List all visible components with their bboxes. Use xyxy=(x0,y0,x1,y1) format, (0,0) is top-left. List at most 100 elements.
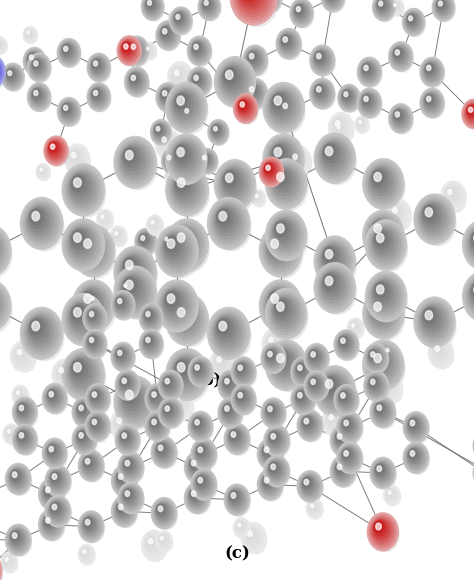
Circle shape xyxy=(81,513,101,539)
Circle shape xyxy=(114,469,133,492)
Circle shape xyxy=(268,140,298,177)
Circle shape xyxy=(121,432,128,441)
Circle shape xyxy=(166,154,174,164)
Circle shape xyxy=(186,454,208,480)
Circle shape xyxy=(465,103,474,124)
Circle shape xyxy=(42,383,67,414)
Circle shape xyxy=(169,12,181,27)
Circle shape xyxy=(349,321,364,339)
Circle shape xyxy=(173,10,193,35)
Circle shape xyxy=(343,419,350,428)
Circle shape xyxy=(301,474,323,503)
Circle shape xyxy=(117,502,128,517)
Circle shape xyxy=(157,22,179,49)
Circle shape xyxy=(470,280,474,308)
Circle shape xyxy=(264,402,286,429)
Circle shape xyxy=(467,226,474,263)
Circle shape xyxy=(291,151,304,168)
Circle shape xyxy=(386,349,389,352)
Circle shape xyxy=(421,202,444,231)
Circle shape xyxy=(175,398,180,404)
Circle shape xyxy=(72,305,84,321)
Circle shape xyxy=(87,53,110,82)
Circle shape xyxy=(3,424,19,444)
Circle shape xyxy=(371,220,390,244)
Circle shape xyxy=(160,26,173,42)
Circle shape xyxy=(190,414,210,438)
Circle shape xyxy=(381,377,397,397)
Circle shape xyxy=(308,501,323,519)
Circle shape xyxy=(323,274,336,289)
Circle shape xyxy=(191,415,213,443)
Circle shape xyxy=(365,345,387,372)
Circle shape xyxy=(117,372,137,397)
Circle shape xyxy=(337,388,355,410)
Circle shape xyxy=(168,62,192,92)
Circle shape xyxy=(369,224,402,266)
Circle shape xyxy=(191,360,213,387)
Circle shape xyxy=(58,366,65,375)
Circle shape xyxy=(351,322,357,330)
Circle shape xyxy=(143,334,158,353)
Circle shape xyxy=(159,24,176,46)
Circle shape xyxy=(270,216,301,253)
Circle shape xyxy=(323,144,336,160)
Circle shape xyxy=(174,12,185,26)
Circle shape xyxy=(192,74,202,85)
Circle shape xyxy=(29,85,48,108)
Circle shape xyxy=(4,426,18,442)
Circle shape xyxy=(162,287,190,321)
Circle shape xyxy=(224,404,231,414)
Circle shape xyxy=(4,556,13,567)
Circle shape xyxy=(29,318,46,339)
Circle shape xyxy=(243,78,268,109)
Circle shape xyxy=(319,269,356,314)
Circle shape xyxy=(175,305,188,321)
Circle shape xyxy=(145,45,153,55)
Circle shape xyxy=(447,188,454,197)
Circle shape xyxy=(218,370,243,400)
Circle shape xyxy=(0,233,2,266)
Circle shape xyxy=(142,0,163,19)
Circle shape xyxy=(358,59,380,85)
Circle shape xyxy=(90,417,102,431)
Circle shape xyxy=(142,333,164,359)
Circle shape xyxy=(187,486,206,509)
Circle shape xyxy=(322,246,342,270)
Circle shape xyxy=(119,383,157,429)
Circle shape xyxy=(183,106,194,120)
Circle shape xyxy=(193,441,214,467)
Circle shape xyxy=(292,1,311,24)
Circle shape xyxy=(264,162,277,179)
Circle shape xyxy=(115,295,130,314)
Circle shape xyxy=(146,535,160,553)
Circle shape xyxy=(393,3,397,8)
Circle shape xyxy=(81,235,100,260)
Circle shape xyxy=(266,350,276,361)
Circle shape xyxy=(139,329,163,358)
Circle shape xyxy=(336,387,356,412)
Circle shape xyxy=(28,317,49,342)
Circle shape xyxy=(385,347,392,355)
Circle shape xyxy=(369,276,402,317)
Circle shape xyxy=(371,517,399,552)
Circle shape xyxy=(263,445,273,457)
Circle shape xyxy=(81,548,91,560)
Circle shape xyxy=(341,338,345,343)
Circle shape xyxy=(367,375,383,395)
Circle shape xyxy=(86,308,102,327)
Circle shape xyxy=(373,400,392,423)
Circle shape xyxy=(258,470,282,499)
Circle shape xyxy=(88,415,107,437)
Circle shape xyxy=(386,488,398,502)
Circle shape xyxy=(238,393,242,398)
Circle shape xyxy=(69,228,93,257)
Circle shape xyxy=(229,430,239,442)
Circle shape xyxy=(168,172,173,179)
Circle shape xyxy=(264,286,295,324)
Circle shape xyxy=(13,386,28,404)
Circle shape xyxy=(263,0,274,2)
Circle shape xyxy=(188,456,205,477)
Circle shape xyxy=(426,95,433,104)
Circle shape xyxy=(152,419,156,425)
